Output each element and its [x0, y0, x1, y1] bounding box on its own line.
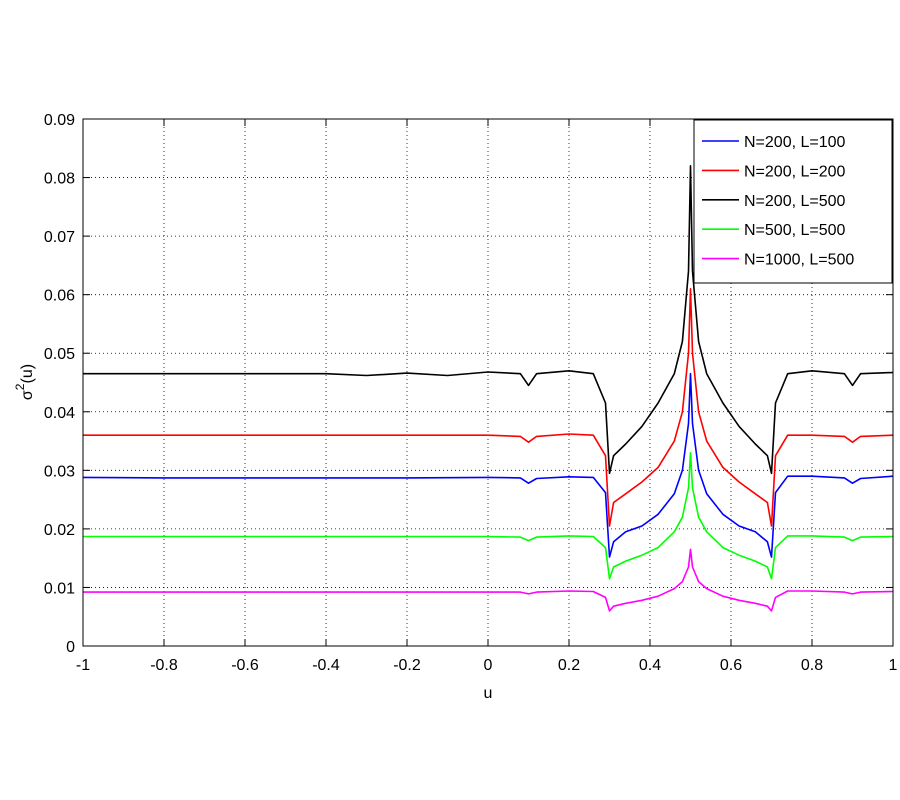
grid-lines — [83, 119, 893, 646]
series-line-3 — [83, 165, 894, 475]
x-tick-label: -0.8 — [150, 657, 178, 674]
x-tick-label: -0.4 — [312, 657, 340, 674]
x-tick-label: 1 — [889, 657, 898, 674]
y-tick-label: 0.02 — [44, 522, 75, 539]
y-tick-label: 0.01 — [44, 580, 75, 597]
legend-label: N=500, L=500 — [744, 222, 846, 239]
y-tick-label: 0.09 — [44, 112, 75, 129]
legend: N=200, L=100 N=200, L=200 N=200, L=500 N=50… — [693, 119, 893, 284]
legend-label: N=200, L=500 — [744, 193, 846, 210]
legend-label: N=200, L=200 — [744, 163, 846, 180]
x-tick-label: 0.2 — [558, 657, 580, 674]
x-axis-label: u — [484, 685, 493, 702]
legend-box — [693, 119, 893, 284]
y-axis-label-superscript: 2 — [13, 383, 27, 390]
series-line-2 — [83, 287, 894, 527]
y-tick-label: 0.04 — [44, 405, 75, 422]
y-tick-label: 0.03 — [44, 463, 75, 480]
y-tick-label: 0.06 — [44, 288, 75, 305]
series-lines — [82, 165, 894, 612]
y-axis-label-rest: (u) — [19, 364, 36, 384]
series-line-5 — [83, 548, 894, 612]
legend-label: N=1000, L=500 — [744, 252, 854, 269]
y-axis-label: σ2(u) — [13, 364, 36, 400]
series-line-1 — [82, 372, 894, 558]
y-tick-label: 0.08 — [44, 171, 75, 188]
x-tick-label: -0.6 — [231, 657, 259, 674]
y-tick-label: 0 — [66, 639, 75, 656]
y-tick-label: 0.07 — [44, 229, 75, 246]
axis-ticks: -1 -0.8 -0.6 -0.4 -0.2 0 0.2 0.4 0.6 0.8 1 0 0.01 0.0… — [44, 112, 898, 674]
legend-label: N=200, L=100 — [744, 134, 846, 151]
y-tick-label: 0.05 — [44, 346, 75, 363]
y-axis-label-base: σ — [19, 390, 36, 400]
x-tick-label: -1 — [76, 657, 90, 674]
x-tick-label: -0.2 — [393, 657, 421, 674]
x-tick-label: 0.8 — [801, 657, 823, 674]
x-tick-label: 0.4 — [639, 657, 661, 674]
x-tick-label: 0 — [484, 657, 493, 674]
series-line-4 — [83, 451, 894, 580]
x-tick-label: 0.6 — [720, 657, 742, 674]
